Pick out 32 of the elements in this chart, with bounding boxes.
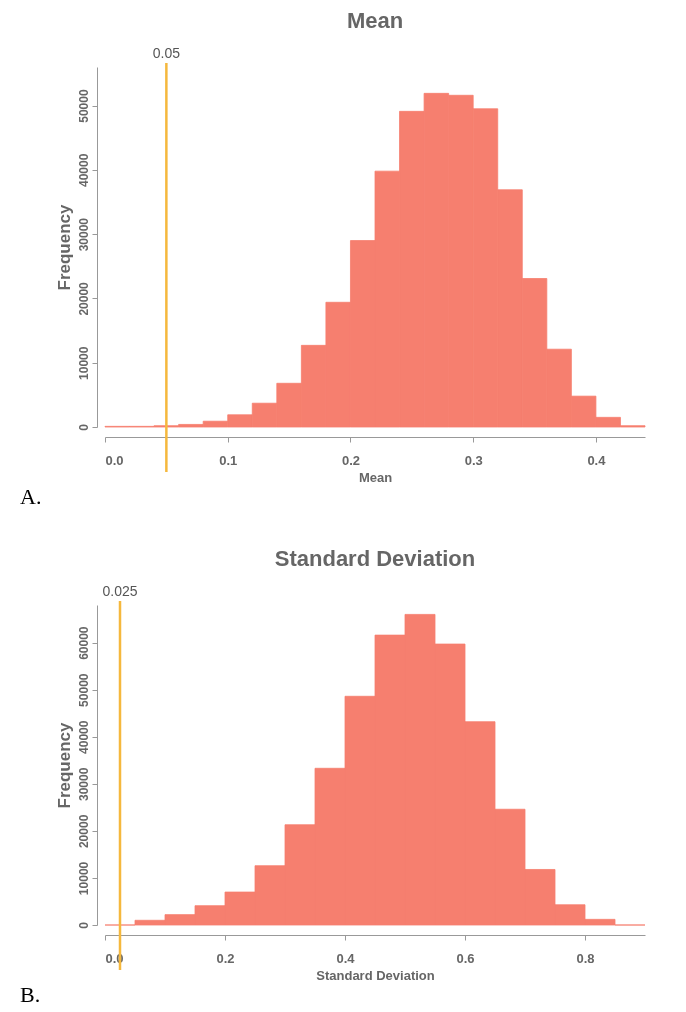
chart-title: Standard Deviation [274,546,476,571]
y-axis-title: Frequency [54,203,74,291]
y-tick-label: 50000 [76,673,91,707]
y-tick-label: 0 [76,921,91,929]
x-axis-title: Mean [358,469,393,485]
text: A. [20,484,42,509]
y-tick-label: 10000 [76,861,91,896]
y-tick-label: 40000 [76,720,91,754]
x-tick-label: 0.4 [336,950,356,966]
y-tick-label: 20000 [76,281,91,316]
ref-line-label: 0.05 [152,45,181,61]
y-axis-title: Frequency [54,721,74,809]
x-tick-label: 0.3 [464,452,483,468]
x-tick-label: 0.2 [216,950,235,966]
y-tick-label: 30000 [76,767,91,802]
x-tick-label: 0.2 [341,452,360,468]
text: B. [20,982,41,1007]
chart-title: Mean [346,8,404,33]
x-tick-label: 0.0 [105,452,124,468]
y-tick-label: 60000 [76,626,91,660]
y-tick-label: 30000 [76,217,91,252]
x-tick-label: 0.4 [587,452,607,468]
y-tick-label: 50000 [76,89,91,123]
y-tick-label: 10000 [76,346,91,380]
ref-line-label: 0.025 [102,583,138,599]
x-tick-label: 0.1 [219,452,238,468]
x-tick-label: 0.6 [456,950,475,966]
y-tick-label: 40000 [76,153,91,188]
y-tick-label: 0 [76,423,91,431]
y-tick-label: 20000 [76,814,91,849]
x-axis-title: Standard Deviation [316,967,435,983]
x-tick-label: 0.8 [576,950,595,966]
